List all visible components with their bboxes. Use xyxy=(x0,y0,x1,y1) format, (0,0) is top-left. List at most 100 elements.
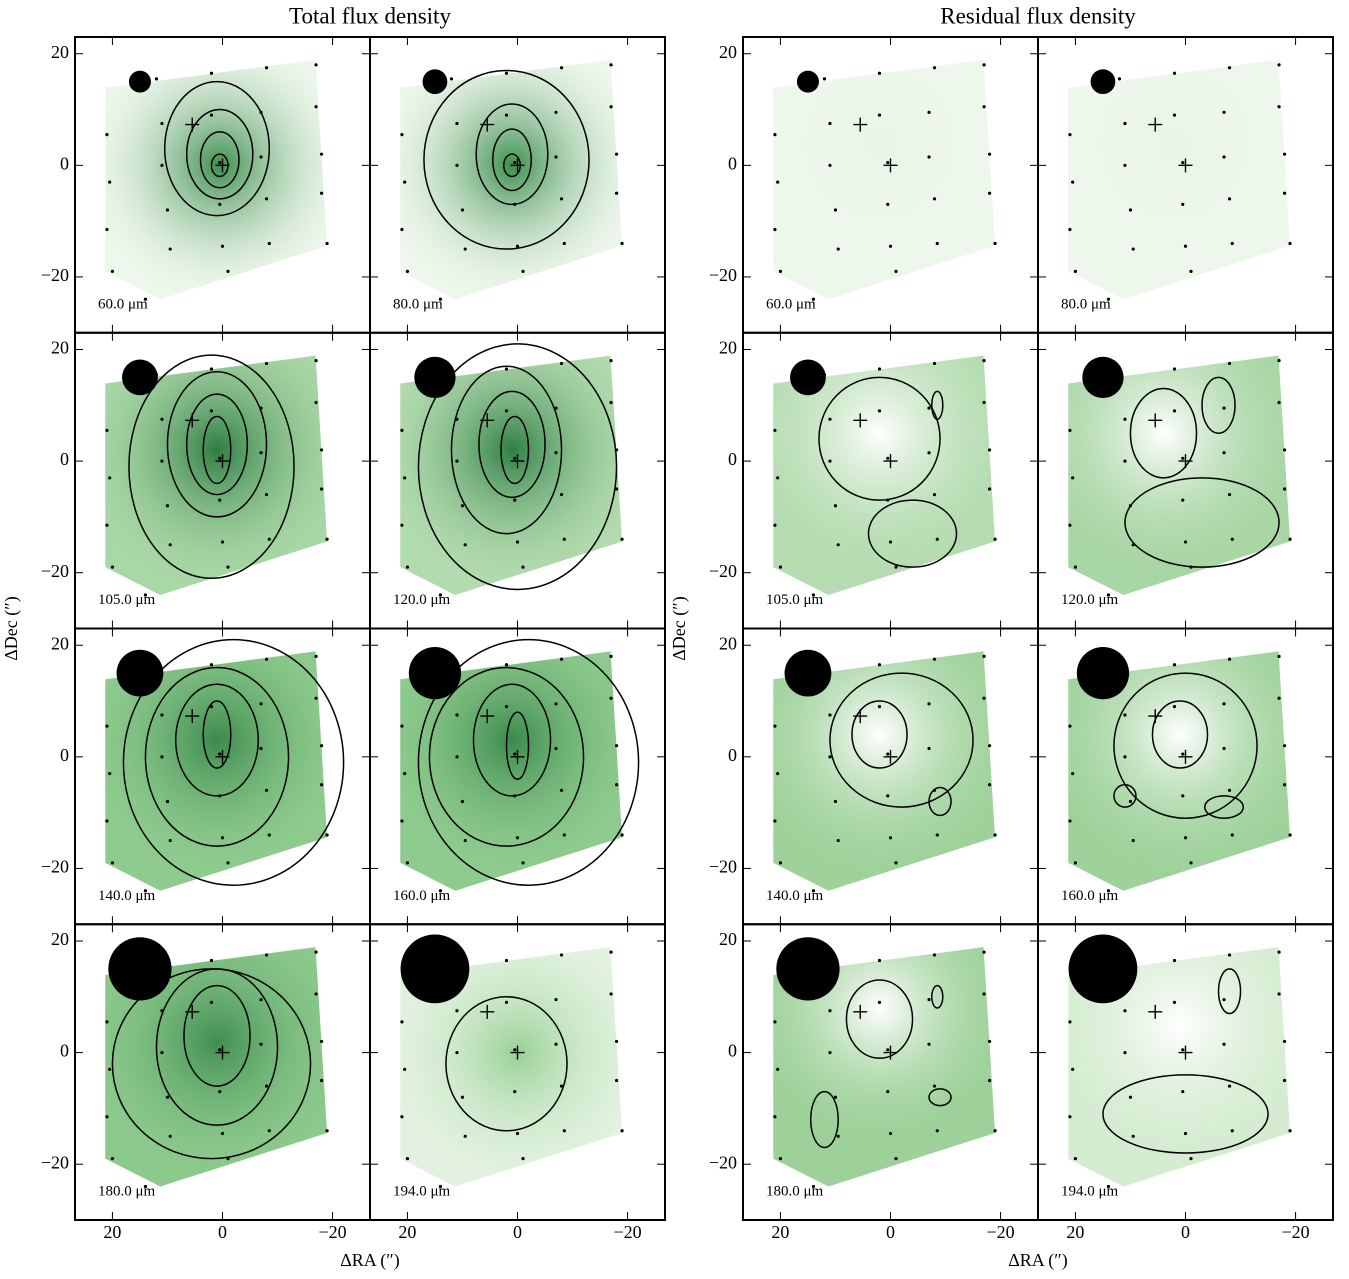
spaxel xyxy=(515,540,520,544)
x-tick-label: −20 xyxy=(318,1222,346,1242)
spaxel xyxy=(264,492,269,497)
panel-frame xyxy=(1037,923,1334,1221)
y-tick-label: 0 xyxy=(60,1041,69,1061)
spaxel xyxy=(455,755,459,759)
spaxel xyxy=(927,110,931,114)
spaxel xyxy=(400,1115,404,1119)
spaxel xyxy=(1277,63,1281,67)
spaxel xyxy=(1073,1157,1078,1161)
source-marker xyxy=(185,1004,200,1019)
spaxel xyxy=(1172,409,1177,413)
spaxel xyxy=(1131,543,1135,547)
panel xyxy=(105,937,329,1189)
spaxel xyxy=(314,992,318,996)
spaxel xyxy=(455,417,459,421)
contour xyxy=(128,354,295,580)
spaxel xyxy=(927,997,931,1002)
spaxel xyxy=(888,836,893,840)
beam xyxy=(414,356,456,399)
spaxel xyxy=(438,593,443,597)
spaxel xyxy=(259,451,263,455)
spaxel xyxy=(314,400,318,405)
panel xyxy=(773,355,997,597)
spaxel xyxy=(463,247,467,251)
spaxel xyxy=(319,448,324,452)
spaxel xyxy=(1222,451,1226,455)
intensity-peak xyxy=(400,355,623,594)
source-marker xyxy=(1148,117,1163,132)
spaxel xyxy=(504,1000,509,1004)
spaxel xyxy=(1071,476,1075,480)
spaxel xyxy=(1123,417,1127,421)
intensity-peak xyxy=(400,651,623,884)
spaxel xyxy=(400,724,404,728)
x-tick-label: 20 xyxy=(103,1222,121,1242)
contour xyxy=(931,390,944,420)
spaxel xyxy=(108,476,112,480)
spaxel xyxy=(460,799,465,804)
spaxel xyxy=(1068,227,1072,232)
spaxel xyxy=(405,861,410,865)
contour xyxy=(851,700,908,769)
contour xyxy=(1124,477,1280,568)
spaxel xyxy=(400,227,404,232)
spaxel xyxy=(168,543,172,547)
spaxel xyxy=(1222,155,1226,159)
contour xyxy=(185,393,249,496)
spaxel xyxy=(828,121,832,126)
x-axis-label: ΔRA (″) xyxy=(1008,1250,1068,1271)
spaxel xyxy=(1068,428,1072,433)
spaxel xyxy=(1189,861,1193,865)
source-marker xyxy=(1148,709,1163,724)
x-tick-label: 20 xyxy=(771,1222,789,1242)
spaxel xyxy=(154,77,159,81)
spaxel xyxy=(1227,788,1232,792)
spaxel xyxy=(1123,755,1127,759)
panel xyxy=(773,937,997,1189)
spaxel xyxy=(218,202,222,207)
spaxel xyxy=(1128,1095,1133,1099)
contour xyxy=(1102,1074,1269,1154)
spaxel xyxy=(105,1115,109,1119)
spaxel xyxy=(609,950,613,954)
spaxel xyxy=(886,752,890,756)
beam xyxy=(796,70,819,93)
spaxel xyxy=(259,746,263,751)
spaxel xyxy=(987,448,992,452)
spaxel xyxy=(982,696,986,700)
spaxel xyxy=(833,799,838,804)
spaxel xyxy=(932,788,937,792)
spaxel xyxy=(828,163,832,167)
spaxel xyxy=(160,1009,164,1013)
source-marker xyxy=(853,413,868,428)
spaxel xyxy=(438,297,443,301)
panel xyxy=(1068,934,1292,1189)
x-tick-label: 0 xyxy=(886,1222,895,1242)
spaxel xyxy=(987,744,992,748)
spaxel xyxy=(886,498,890,502)
spaxel xyxy=(614,448,619,452)
contour xyxy=(122,638,345,886)
spaxel xyxy=(403,476,407,480)
panel xyxy=(400,934,624,1189)
beam xyxy=(1090,69,1116,95)
spaxel xyxy=(935,833,939,837)
spaxel xyxy=(894,565,898,569)
spaxel xyxy=(1131,1134,1135,1138)
contour xyxy=(1151,700,1209,769)
panel xyxy=(105,638,345,893)
x-tick-label: −20 xyxy=(986,1222,1014,1242)
contour xyxy=(809,1090,839,1149)
spaxel xyxy=(1181,1090,1185,1094)
y-axis-label: ΔDec (″) xyxy=(669,596,690,661)
spaxel xyxy=(554,746,558,751)
spaxel xyxy=(877,113,882,117)
panel-label: 80.0 μm xyxy=(1061,296,1111,312)
y-tick-label: −20 xyxy=(709,561,737,581)
source-marker xyxy=(883,749,898,764)
spaxel xyxy=(886,1048,890,1052)
contour xyxy=(417,343,618,591)
source-marker xyxy=(883,1045,898,1060)
source-marker xyxy=(883,158,898,173)
source-marker xyxy=(1178,158,1193,173)
